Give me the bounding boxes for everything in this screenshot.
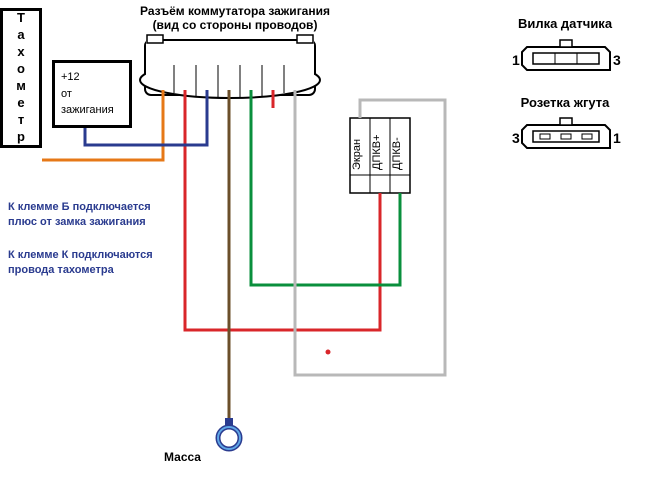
socket-title: Розетка жгута — [500, 95, 630, 110]
power-line3: зажигания — [61, 102, 123, 119]
socket-left-num: 3 — [512, 130, 520, 146]
sensor-num-1: 1 — [398, 178, 405, 192]
title: Разъём коммутатора зажигания (вид со сто… — [120, 4, 350, 32]
plug-right-num: 3 — [613, 52, 621, 68]
socket-drawing — [522, 118, 610, 148]
pin-2: 2 — [182, 52, 188, 64]
plug-title: Вилка датчика — [500, 16, 630, 31]
sensor-label-ekran: Экран — [351, 139, 363, 170]
sensor-num-2: 2 — [378, 178, 385, 192]
note1: К клемме Б подключается плюс от замка за… — [8, 200, 178, 231]
pin-3: 3 — [204, 52, 210, 64]
ground-label: Масса — [164, 450, 201, 464]
socket-right-num: 1 — [613, 130, 621, 146]
sensor-label-dpkv-minus: ДПКВ- — [391, 137, 403, 170]
sensor-num-3: 3 — [358, 178, 365, 192]
power-line1: +12 — [61, 69, 123, 86]
title-line2: (вид со стороны проводов) — [120, 18, 350, 32]
tachometer-box: Тахометр — [0, 8, 42, 148]
pin-7: 7 — [292, 52, 298, 64]
pin-1: 1 — [160, 52, 166, 64]
pin-6: 6 — [270, 52, 276, 64]
title-line1: Разъём коммутатора зажигания — [120, 4, 350, 18]
power-box: +12 от зажигания — [52, 60, 132, 128]
plug-left-num: 1 — [512, 52, 520, 68]
plug-drawing — [522, 40, 610, 70]
tachometer-label: Тахометр — [15, 10, 28, 146]
power-line2: от — [61, 86, 123, 103]
pin-5: 5 — [248, 52, 254, 64]
pin-4: 4 — [226, 52, 232, 64]
note2: К клемме К подключаются провода тахометр… — [8, 248, 178, 279]
sensor-label-dpkv-plus: ДПКВ+ — [371, 134, 383, 170]
